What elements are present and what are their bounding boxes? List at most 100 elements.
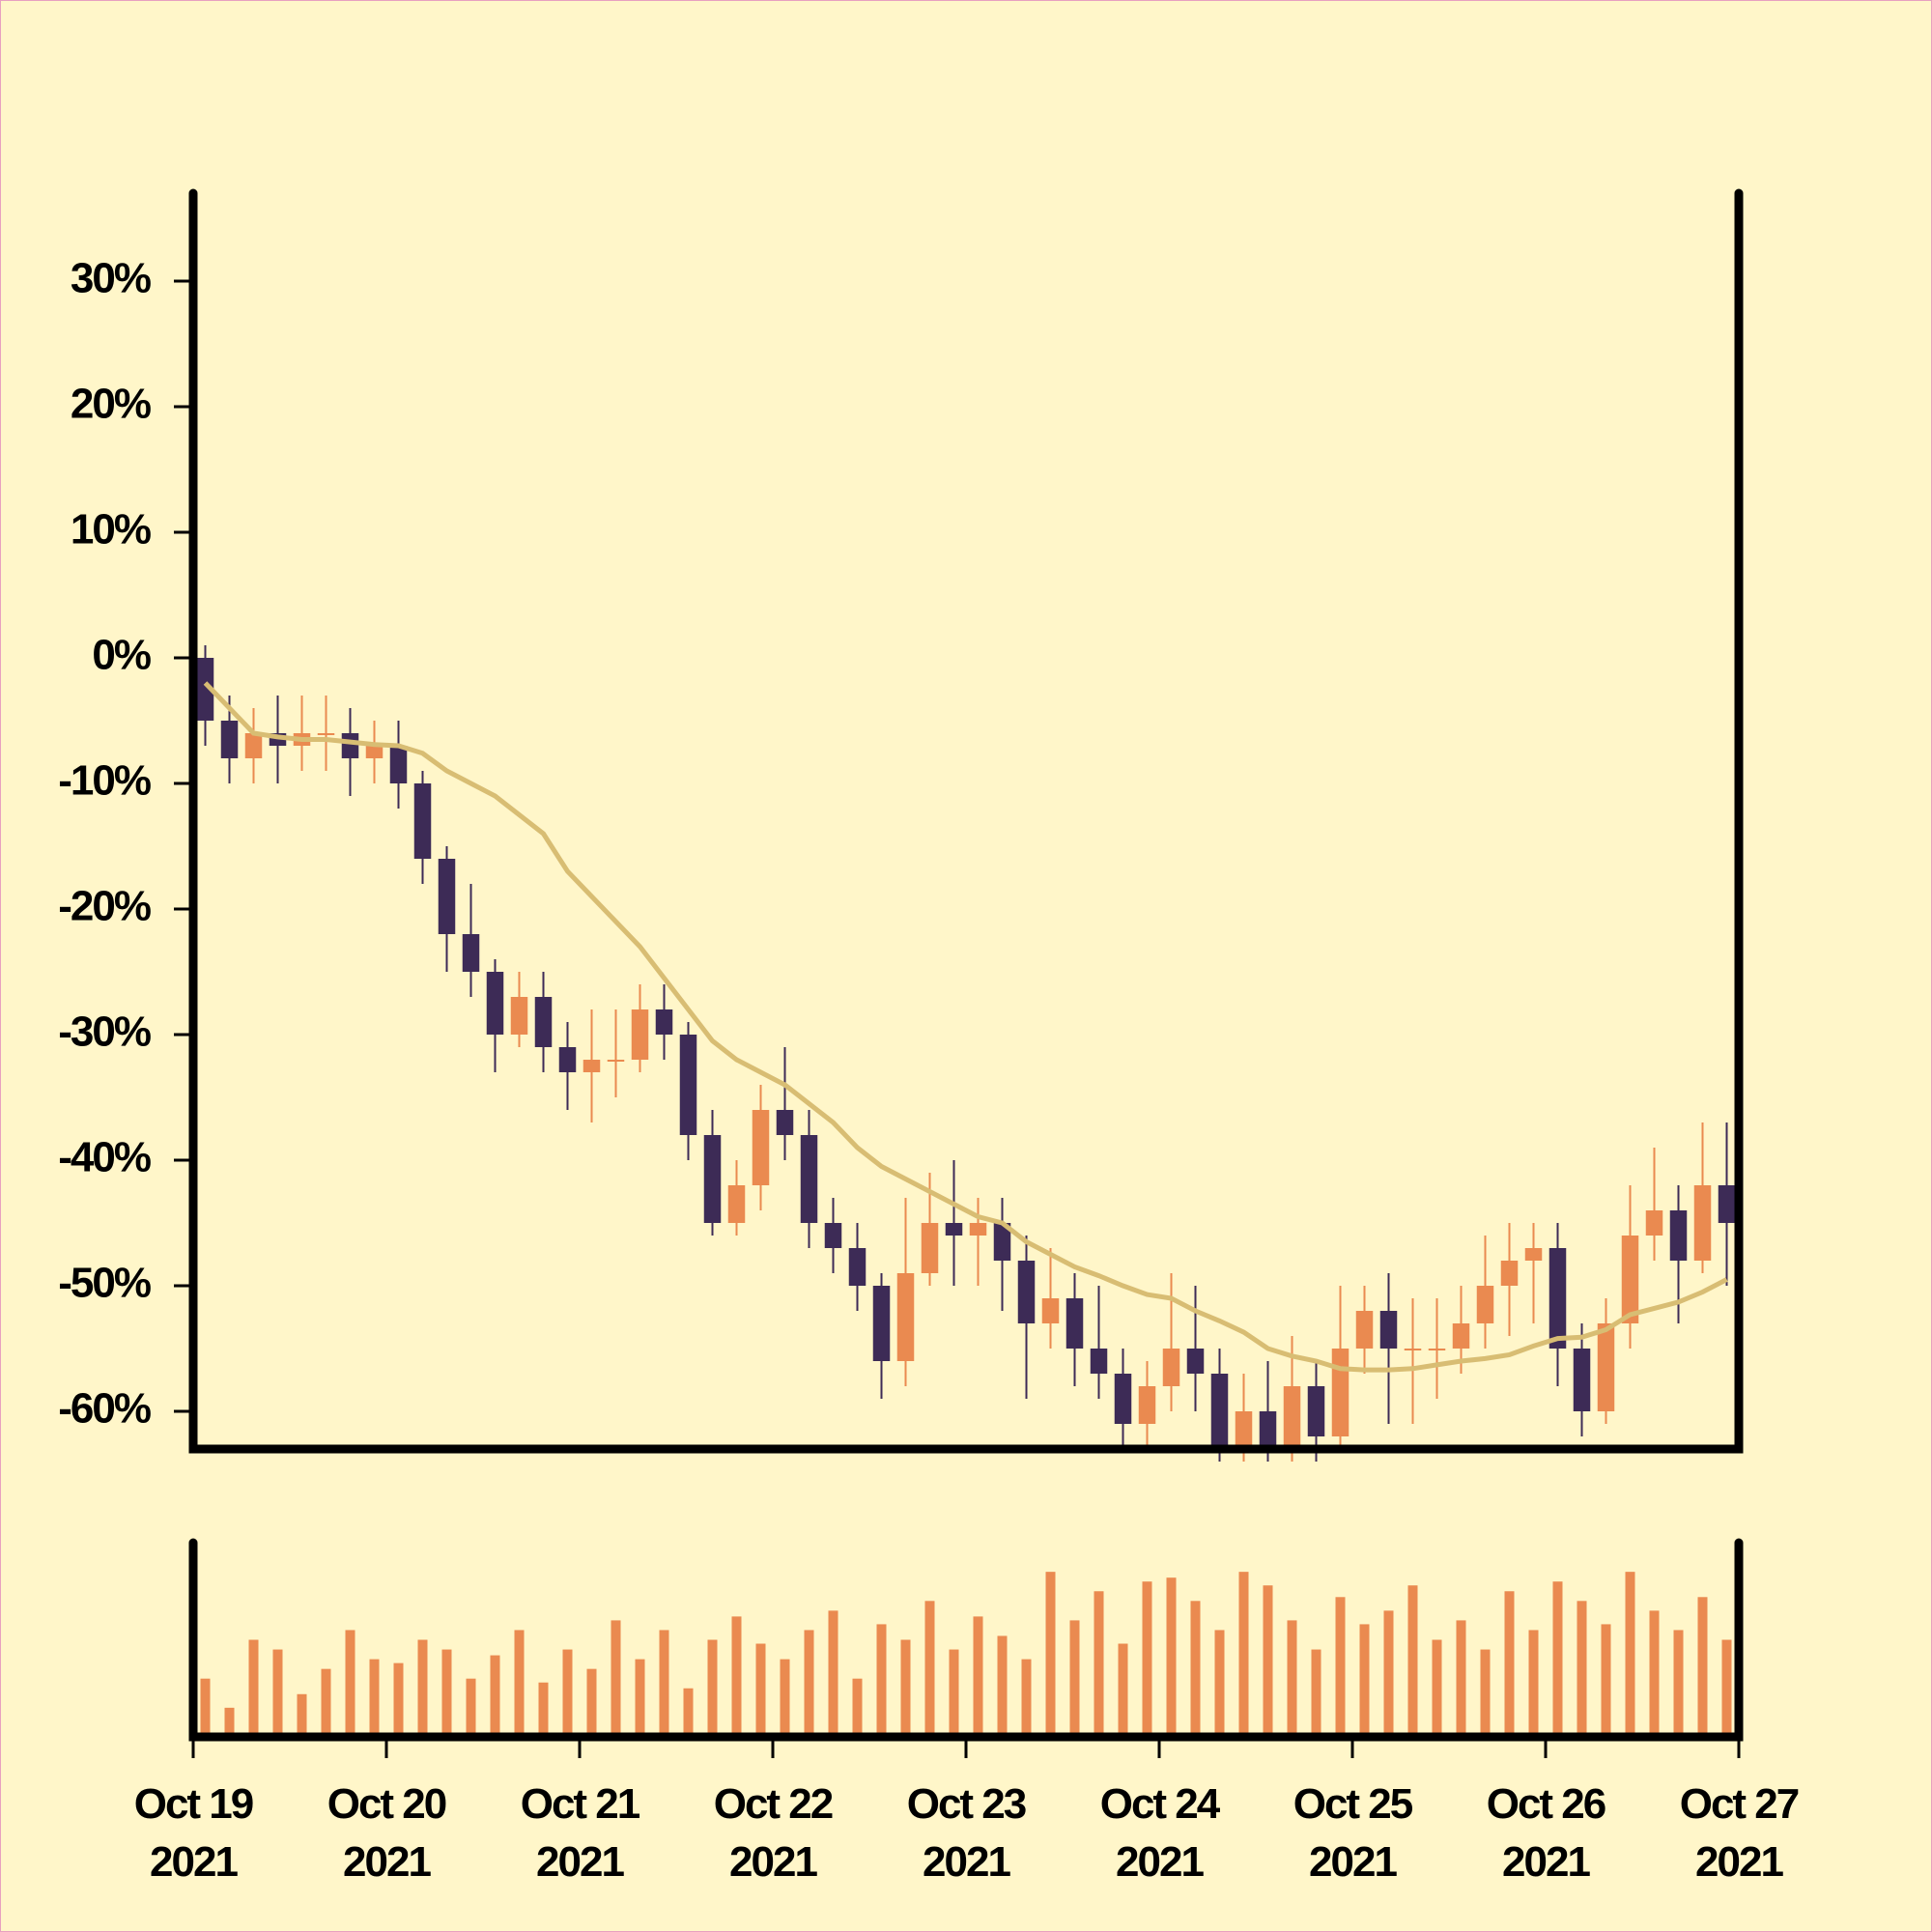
candle-body <box>679 1035 697 1135</box>
volume-bar <box>804 1630 814 1737</box>
volume-bar <box>1190 1601 1201 1737</box>
volume-bar <box>1601 1624 1611 1737</box>
volume-bar <box>562 1649 573 1737</box>
volume-bar <box>538 1682 549 1737</box>
candle-body <box>582 1060 601 1072</box>
candle-body <box>365 746 384 758</box>
volume-bar <box>1069 1620 1080 1737</box>
volume-bar <box>731 1616 742 1737</box>
candle-body <box>1548 1248 1567 1349</box>
candle-body <box>220 721 239 758</box>
candle-body <box>317 733 335 735</box>
candle-body <box>1669 1210 1688 1261</box>
volume-bar <box>876 1624 887 1737</box>
candle-body <box>413 783 432 859</box>
candle-body <box>341 733 359 758</box>
candle-body <box>1476 1286 1494 1323</box>
volume-bar <box>200 1678 211 1737</box>
volume-bar <box>1311 1649 1321 1737</box>
y-tick-label: -40% <box>58 1134 151 1181</box>
volume-bar <box>1263 1585 1273 1737</box>
volume-bar <box>1214 1630 1225 1737</box>
candle-body <box>1500 1261 1519 1286</box>
y-tick-label: 30% <box>71 255 151 302</box>
volume-bar <box>1625 1572 1635 1737</box>
candle-body <box>389 746 408 783</box>
volume-bar <box>1456 1620 1466 1737</box>
candle-body <box>1693 1185 1712 1261</box>
candle-body <box>655 1009 673 1035</box>
candle-body <box>486 972 504 1035</box>
y-tick-label: -10% <box>58 757 151 805</box>
candle-body <box>534 997 553 1047</box>
volume-bar <box>635 1659 645 1737</box>
volume-bar <box>1577 1601 1587 1737</box>
candle-body <box>510 997 528 1035</box>
volume-bar <box>1118 1643 1128 1737</box>
volume-bar <box>924 1601 935 1737</box>
volume-bar <box>1359 1624 1370 1737</box>
candle-body <box>558 1047 577 1072</box>
candle-body <box>921 1223 939 1273</box>
volume-bar <box>441 1649 452 1737</box>
volume-bar <box>1045 1572 1056 1737</box>
candle-body <box>1379 1311 1398 1349</box>
candle-body <box>1645 1210 1663 1236</box>
candle-body <box>1017 1261 1036 1323</box>
volume-bar <box>1673 1630 1684 1737</box>
candle-body <box>1138 1386 1156 1424</box>
volume-bar <box>1142 1581 1152 1737</box>
volume-bar <box>1335 1597 1346 1737</box>
candle-body <box>438 859 456 934</box>
volume-bar <box>755 1643 766 1737</box>
x-tick-label: Oct 22 2021 <box>713 1780 835 1886</box>
candle-body <box>631 1009 649 1060</box>
candle-body <box>1210 1374 1229 1449</box>
volume-bar <box>248 1639 259 1737</box>
candle-body <box>727 1185 746 1223</box>
x-tick-label: Oct 27 2021 <box>1679 1780 1801 1886</box>
x-tick-label: Oct 20 2021 <box>327 1780 448 1886</box>
volume-bar <box>1649 1610 1660 1737</box>
candle-body <box>244 733 263 758</box>
candle-body <box>462 934 480 972</box>
volume-bar <box>466 1678 476 1737</box>
volume-bar <box>949 1649 959 1737</box>
candle-body <box>1573 1349 1591 1411</box>
volume-bar <box>1504 1591 1515 1737</box>
candle-body <box>1307 1386 1325 1436</box>
x-tick-label: Oct 26 2021 <box>1486 1780 1607 1886</box>
volume-bar <box>1721 1639 1732 1737</box>
x-tick-label: Oct 24 2021 <box>1099 1780 1221 1886</box>
volume-bar <box>1238 1572 1249 1737</box>
candle-body <box>993 1223 1011 1261</box>
volume-bar <box>369 1659 380 1737</box>
candle-body <box>1524 1248 1543 1261</box>
volume-bar <box>1407 1585 1418 1737</box>
candle-body <box>196 658 214 721</box>
moving-average <box>203 681 1728 1373</box>
y-tick-label: 20% <box>71 381 151 428</box>
volume-bar <box>417 1639 428 1737</box>
volume-bar <box>997 1635 1008 1737</box>
volume-bar <box>1021 1659 1032 1737</box>
volume-bar <box>1166 1577 1177 1737</box>
candle-body <box>800 1135 818 1223</box>
candle-body <box>1428 1349 1446 1350</box>
candle-body <box>1259 1411 1277 1449</box>
volume-bar <box>224 1707 235 1737</box>
volume-bar <box>973 1616 983 1737</box>
candle-body <box>1235 1411 1253 1449</box>
candle-body <box>1186 1349 1205 1374</box>
volume-bar <box>1432 1639 1442 1737</box>
candle-body <box>703 1135 722 1223</box>
candle-body <box>776 1110 794 1135</box>
volume-bar <box>1094 1591 1104 1737</box>
x-tick-label: Oct 23 2021 <box>906 1780 1028 1886</box>
volume-bar <box>707 1639 718 1737</box>
candle-body <box>752 1110 770 1185</box>
volume-bar <box>1528 1630 1539 1737</box>
candle-body <box>1331 1349 1350 1436</box>
candle-body <box>1283 1386 1301 1449</box>
